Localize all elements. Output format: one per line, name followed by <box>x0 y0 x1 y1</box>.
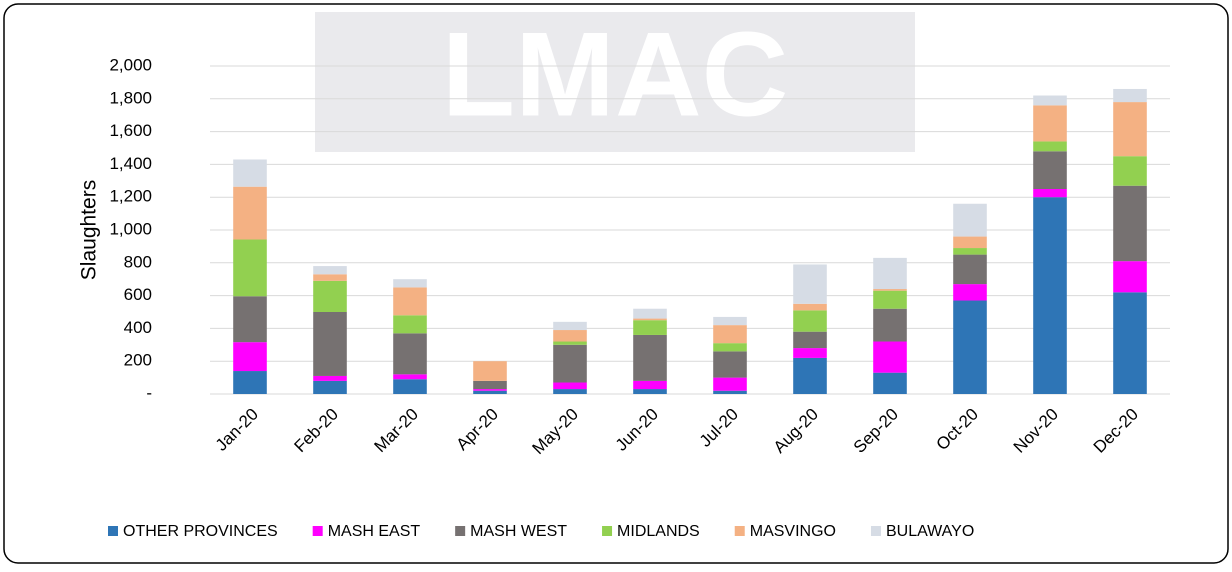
bar-segment <box>553 345 587 383</box>
bar-segment <box>713 343 747 351</box>
watermark: LMAC <box>442 8 789 142</box>
y-tick-label: 400 <box>124 318 152 337</box>
bar-segment <box>713 325 747 343</box>
bar-segment <box>793 332 827 348</box>
bar-segment <box>713 351 747 377</box>
y-axis-label: Slaughters <box>78 180 101 280</box>
bar-segment <box>313 281 347 312</box>
bar-segment <box>873 309 907 342</box>
bar-segment <box>233 159 267 186</box>
y-tick-label: 1,000 <box>109 219 152 238</box>
legend-swatch <box>602 526 612 536</box>
bar-segment <box>393 333 427 374</box>
y-tick-label: 800 <box>124 252 152 271</box>
bar-segment <box>873 342 907 373</box>
y-tick-label: 2,000 <box>109 55 152 74</box>
bar-segment <box>793 304 827 311</box>
bar-segment <box>1113 261 1147 292</box>
bar-segment <box>953 255 987 285</box>
bar-segment <box>793 358 827 394</box>
bar-segment <box>1113 156 1147 186</box>
bar-segment <box>233 240 267 297</box>
bar-segment <box>313 312 347 376</box>
legend-swatch <box>735 526 745 536</box>
y-tick-label: - <box>146 383 152 402</box>
bar-segment <box>473 391 507 394</box>
bar-segment <box>713 378 747 391</box>
bar-segment <box>633 389 667 394</box>
y-tick-label: 600 <box>124 285 152 304</box>
bar-segment <box>873 373 907 394</box>
bar-segment <box>953 284 987 300</box>
chart: LMAC Slaughters - 200 400 600 800 1,000 1,200 1… <box>0 0 1232 567</box>
bar-segment <box>233 371 267 394</box>
bar-segment <box>873 291 907 309</box>
bar-segment <box>313 274 347 281</box>
bar-segment <box>1033 151 1067 189</box>
bar-segment <box>953 204 987 237</box>
legend-label: OTHER PROVINCES <box>123 523 278 540</box>
bar-segment <box>1033 197 1067 394</box>
bar-segment <box>633 309 667 319</box>
bar-segment <box>633 320 667 335</box>
bar-segment <box>873 289 907 291</box>
bar-segment <box>1113 102 1147 156</box>
legend-swatch <box>871 526 881 536</box>
bar-segment <box>633 381 667 389</box>
bar-segment <box>553 389 587 394</box>
bar-segment <box>233 187 267 240</box>
bar-segment <box>473 381 507 389</box>
legend-label: MASH WEST <box>470 523 567 540</box>
bar-segment <box>553 330 587 341</box>
bar-segment <box>553 383 587 390</box>
bar-segment <box>1113 186 1147 261</box>
legend-swatch <box>108 526 118 536</box>
bar-segment <box>473 361 507 381</box>
legend-label: MIDLANDS <box>617 523 700 540</box>
bar-segment <box>473 389 507 391</box>
bar-segment <box>713 391 747 394</box>
legend-label: MASVINGO <box>750 523 836 540</box>
bar-segment <box>1113 89 1147 102</box>
bar-segment <box>793 264 827 303</box>
bar-segment <box>233 296 267 342</box>
bar-segment <box>393 374 427 379</box>
bar-segment <box>1033 141 1067 151</box>
bar-segment <box>313 381 347 394</box>
y-tick-label: 200 <box>124 351 152 370</box>
bar-segment <box>233 342 267 371</box>
bar-segment <box>633 335 667 381</box>
bar-segment <box>393 379 427 394</box>
bar-segment <box>793 348 827 358</box>
bar-segment <box>713 317 747 325</box>
bar-segment <box>953 301 987 394</box>
bar-segment <box>793 310 827 331</box>
bar-segment <box>553 322 587 330</box>
y-tick-label: 1,800 <box>109 88 152 107</box>
legend-label: BULAWAYO <box>886 523 974 540</box>
bar-segment <box>1033 105 1067 141</box>
bar-segment <box>953 237 987 248</box>
legend-swatch <box>455 526 465 536</box>
bar-segment <box>393 279 427 287</box>
bar-segment <box>953 248 987 255</box>
bar-segment <box>873 258 907 289</box>
bar-segment <box>633 319 667 321</box>
bar-segment <box>313 376 347 381</box>
bar-segment <box>393 287 427 315</box>
y-tick-label: 1,400 <box>109 154 152 173</box>
bar-segment <box>1033 189 1067 197</box>
bar-segment <box>1033 96 1067 106</box>
y-tick-label: 1,600 <box>109 121 152 140</box>
bar-segment <box>313 266 347 274</box>
bar-segment <box>1113 292 1147 394</box>
y-tick-label: 1,200 <box>109 187 152 206</box>
bar-segment <box>393 315 427 333</box>
legend-label: MASH EAST <box>328 523 421 540</box>
bar-segment <box>553 342 587 345</box>
legend-swatch <box>313 526 323 536</box>
